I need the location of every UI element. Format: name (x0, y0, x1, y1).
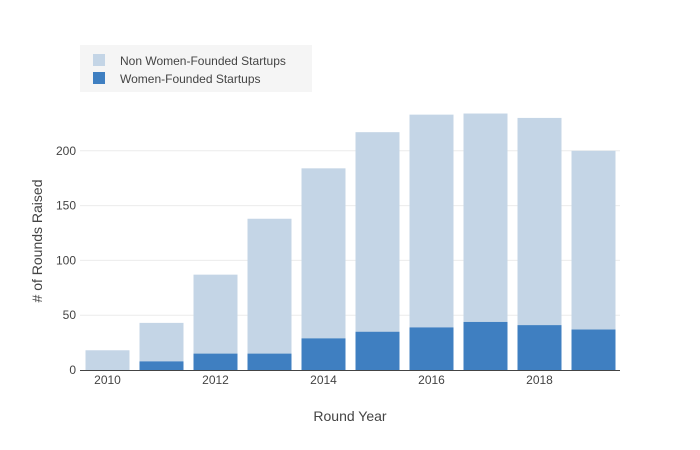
bar-non-women-founded[interactable] (517, 117, 562, 326)
legend-swatch-women-founded[interactable] (93, 72, 105, 84)
legend-label-non-women-founded[interactable]: Non Women-Founded Startups (120, 54, 286, 68)
bar-women-founded[interactable] (463, 321, 508, 370)
bar-women-founded[interactable] (247, 353, 292, 370)
legend-background (80, 45, 312, 92)
x-tick-label: 2012 (202, 373, 229, 387)
x-tick-label: 2016 (418, 373, 445, 387)
y-tick-label: 0 (69, 363, 76, 377)
bar-non-women-founded[interactable] (409, 114, 454, 328)
bar-women-founded[interactable] (517, 325, 562, 370)
x-tick-label: 2014 (310, 373, 337, 387)
bar-non-women-founded[interactable] (139, 322, 184, 362)
bar-women-founded[interactable] (355, 331, 400, 370)
bar-women-founded[interactable] (301, 338, 346, 370)
x-axis-title: Round Year (313, 408, 387, 424)
bars (85, 113, 616, 370)
legend-swatch-non-women-founded[interactable] (93, 54, 105, 66)
bar-non-women-founded[interactable] (301, 168, 346, 339)
legend-label-women-founded[interactable]: Women-Founded Startups (120, 72, 261, 86)
bar-women-founded[interactable] (139, 361, 184, 370)
y-tick-label: 50 (63, 308, 77, 322)
y-axis-ticks: 0 50 100 150 200 (56, 144, 76, 377)
bar-non-women-founded[interactable] (463, 113, 508, 322)
x-tick-label: 2018 (526, 373, 553, 387)
y-axis-title: # of Rounds Raised (29, 180, 45, 303)
y-tick-label: 200 (56, 144, 76, 158)
bar-non-women-founded[interactable] (193, 274, 238, 354)
bar-women-founded[interactable] (193, 353, 238, 370)
y-tick-label: 150 (56, 199, 76, 213)
bar-women-founded[interactable] (409, 327, 454, 370)
bar-non-women-founded[interactable] (355, 132, 400, 332)
x-axis-ticks: 2010 2012 2014 2016 2018 (94, 373, 553, 387)
bar-non-women-founded[interactable] (247, 218, 292, 354)
legend[interactable]: Non Women-Founded Startups Women-Founded… (80, 45, 312, 92)
x-tick-label: 2010 (94, 373, 121, 387)
bar-non-women-founded[interactable] (571, 150, 616, 330)
bar-non-women-founded[interactable] (85, 350, 130, 370)
bar-women-founded[interactable] (571, 329, 616, 370)
y-tick-label: 100 (56, 253, 76, 267)
